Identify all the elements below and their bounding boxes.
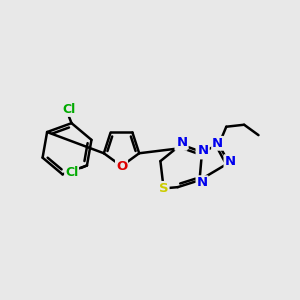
Text: Cl: Cl: [65, 166, 78, 179]
Text: N: N: [224, 155, 236, 168]
Text: N: N: [198, 144, 209, 157]
Text: N: N: [196, 146, 208, 158]
Text: N: N: [196, 176, 208, 189]
Text: N: N: [176, 137, 187, 150]
Text: N: N: [177, 136, 188, 148]
Text: O: O: [116, 160, 127, 172]
Text: N: N: [212, 137, 223, 150]
Text: S: S: [159, 182, 168, 195]
Text: S: S: [159, 182, 168, 195]
Text: Cl: Cl: [62, 103, 76, 116]
